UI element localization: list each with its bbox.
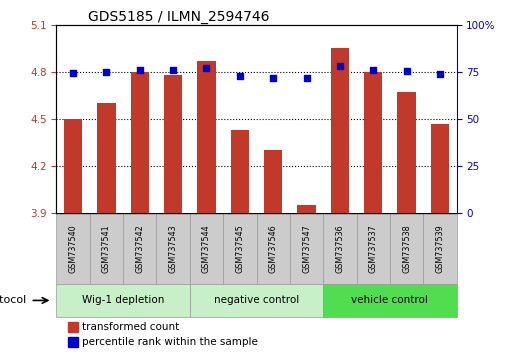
- Bar: [423, 213, 457, 284]
- Bar: [231, 130, 249, 213]
- Text: vehicle control: vehicle control: [351, 296, 428, 306]
- Text: Wig-1 depletion: Wig-1 depletion: [82, 296, 164, 306]
- Bar: [298, 205, 315, 213]
- Text: protocol: protocol: [0, 296, 27, 306]
- Point: [102, 69, 110, 75]
- Point: [402, 68, 410, 74]
- Point: [235, 73, 244, 79]
- Bar: [164, 75, 182, 213]
- Text: GSM737546: GSM737546: [269, 224, 278, 273]
- Bar: [331, 48, 349, 213]
- Bar: [323, 213, 357, 284]
- Text: GSM737539: GSM737539: [436, 224, 444, 273]
- Point: [135, 67, 144, 73]
- Bar: [131, 72, 149, 213]
- Point: [302, 76, 310, 81]
- Bar: [90, 213, 123, 284]
- Text: GSM737542: GSM737542: [135, 224, 144, 273]
- Text: GSM737538: GSM737538: [402, 224, 411, 273]
- Point: [169, 68, 177, 73]
- Bar: [264, 150, 282, 213]
- Text: transformed count: transformed count: [83, 322, 180, 332]
- Point: [269, 75, 277, 80]
- Point: [202, 65, 210, 70]
- Bar: [256, 213, 290, 284]
- Text: negative control: negative control: [214, 296, 299, 306]
- Bar: [56, 284, 190, 317]
- Text: GSM737543: GSM737543: [169, 224, 177, 273]
- Text: GSM737537: GSM737537: [369, 224, 378, 273]
- Bar: [398, 92, 416, 213]
- Point: [69, 70, 77, 76]
- Bar: [56, 213, 90, 284]
- Bar: [123, 213, 156, 284]
- Point: [369, 67, 377, 73]
- Point: [336, 63, 344, 69]
- Point: [436, 71, 444, 76]
- Bar: [190, 284, 323, 317]
- Bar: [97, 103, 115, 213]
- Text: GSM737547: GSM737547: [302, 224, 311, 273]
- Text: GSM737541: GSM737541: [102, 224, 111, 273]
- Bar: [190, 213, 223, 284]
- Bar: [223, 213, 256, 284]
- Bar: [390, 213, 423, 284]
- Text: GDS5185 / ILMN_2594746: GDS5185 / ILMN_2594746: [88, 10, 270, 24]
- Bar: [68, 337, 78, 347]
- Bar: [290, 213, 323, 284]
- Bar: [64, 119, 82, 213]
- Bar: [364, 72, 382, 213]
- Bar: [68, 322, 78, 332]
- Bar: [357, 213, 390, 284]
- Bar: [431, 124, 449, 213]
- Bar: [323, 284, 457, 317]
- Bar: [198, 61, 215, 213]
- Text: GSM737544: GSM737544: [202, 224, 211, 273]
- Text: GSM737545: GSM737545: [235, 224, 244, 273]
- Text: percentile rank within the sample: percentile rank within the sample: [83, 337, 259, 347]
- Text: GSM737540: GSM737540: [69, 224, 77, 273]
- Text: GSM737536: GSM737536: [336, 224, 344, 273]
- Bar: [156, 213, 190, 284]
